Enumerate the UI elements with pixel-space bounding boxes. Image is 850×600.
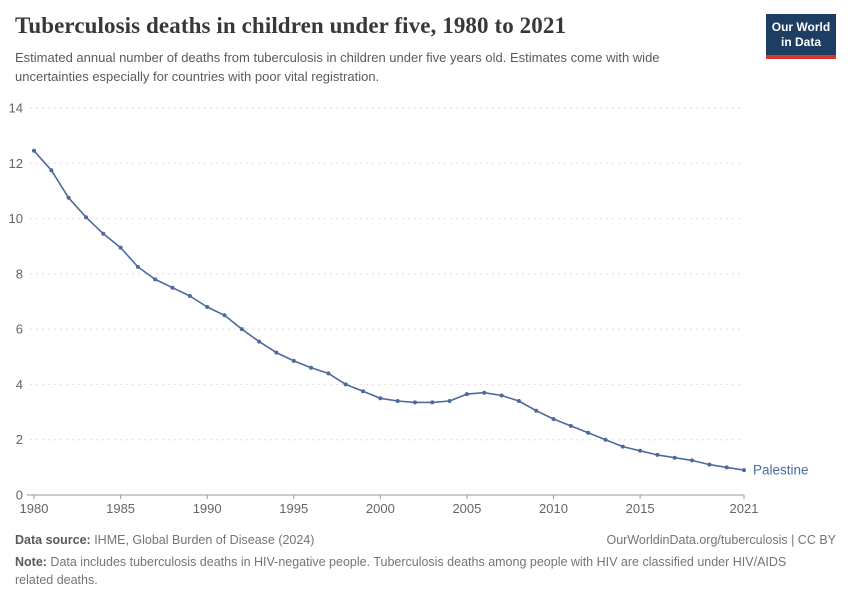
y-tick-label: 10 — [9, 211, 23, 226]
chart-subtitle: Estimated annual number of deaths from t… — [15, 49, 660, 85]
data-point[interactable] — [430, 400, 435, 405]
x-tick-label: 2021 — [730, 501, 759, 516]
data-point[interactable] — [447, 399, 452, 403]
data-point[interactable] — [343, 382, 348, 387]
data-point[interactable] — [482, 390, 487, 395]
data-point[interactable] — [516, 399, 521, 403]
data-point[interactable] — [326, 371, 331, 376]
x-tick-label: 2010 — [539, 501, 568, 516]
y-tick-label: 2 — [16, 432, 23, 447]
owid-logo-line2: in Data — [780, 35, 821, 49]
data-point[interactable] — [257, 339, 262, 344]
y-tick-label: 8 — [16, 266, 23, 281]
x-tick-label: 2005 — [452, 501, 481, 516]
data-point[interactable] — [84, 215, 88, 220]
owid-license-link[interactable]: OurWorldinData.org/tuberculosis | CC BY — [606, 533, 837, 547]
owid-logo-line1: Our World — [771, 20, 831, 34]
data-point[interactable] — [135, 264, 140, 269]
y-tick-label: 6 — [16, 322, 23, 337]
data-point[interactable] — [118, 245, 123, 250]
datasource-value: IHME, Global Burden of Disease (2024) — [90, 533, 315, 547]
x-tick-label: 2015 — [626, 501, 655, 516]
data-point[interactable] — [620, 444, 625, 449]
data-point[interactable] — [638, 448, 643, 453]
data-point[interactable] — [707, 462, 712, 467]
data-point[interactable] — [32, 148, 36, 153]
x-tick-label: 1995 — [279, 501, 308, 516]
chart-header: Tuberculosis deaths in children under fi… — [15, 12, 836, 87]
data-point[interactable] — [395, 399, 400, 403]
data-point[interactable] — [239, 327, 244, 332]
data-point[interactable] — [603, 437, 608, 442]
y-tick-label: 12 — [9, 156, 23, 171]
data-point[interactable] — [586, 430, 591, 435]
x-tick-label: 2000 — [366, 501, 395, 516]
data-point[interactable] — [551, 417, 556, 421]
page-title: Tuberculosis deaths in children under fi… — [15, 13, 567, 38]
y-tick-label: 0 — [16, 488, 23, 503]
data-point[interactable] — [655, 452, 660, 457]
data-point[interactable] — [690, 458, 694, 463]
x-tick-label: 1980 — [20, 501, 49, 516]
series-label-palestine: Palestine — [753, 463, 809, 478]
data-point[interactable] — [187, 294, 192, 298]
data-point[interactable] — [49, 168, 54, 173]
data-point[interactable] — [101, 231, 106, 236]
chart-note: Note: Data includes tuberculosis deaths … — [15, 553, 827, 589]
data-point[interactable] — [534, 408, 539, 413]
series-line — [33, 150, 745, 471]
chart-footer: Data source: IHME, Global Burden of Dise… — [15, 531, 836, 589]
data-point[interactable] — [153, 277, 158, 282]
data-point[interactable] — [291, 358, 296, 363]
data-point[interactable] — [205, 305, 210, 309]
data-point[interactable] — [274, 350, 279, 355]
datasource: Data source: IHME, Global Burden of Dise… — [15, 533, 314, 547]
owid-logo[interactable]: Our World in Data — [766, 14, 836, 59]
y-tick-label: 4 — [16, 377, 23, 392]
data-point[interactable] — [378, 396, 383, 401]
data-point[interactable] — [361, 389, 365, 394]
datasource-label: Data source: — [15, 533, 91, 547]
y-tick-label: 14 — [9, 101, 23, 116]
data-point[interactable] — [170, 285, 175, 290]
x-tick-label: 1985 — [106, 501, 135, 516]
data-point[interactable] — [464, 392, 469, 397]
data-point[interactable] — [222, 313, 227, 318]
data-point[interactable] — [309, 365, 314, 370]
note-value: Data includes tuberculosis deaths in HIV… — [15, 555, 787, 588]
data-point[interactable] — [742, 468, 746, 473]
data-point[interactable] — [413, 400, 417, 405]
data-point[interactable] — [724, 465, 729, 470]
data-point[interactable] — [499, 393, 504, 398]
x-tick-label: 1990 — [193, 501, 222, 516]
data-point[interactable] — [66, 195, 71, 200]
data-point[interactable] — [672, 455, 677, 460]
note-label: Note: — [15, 555, 47, 570]
data-point[interactable] — [568, 423, 573, 428]
datasource-row: Data source: IHME, Global Burden of Dise… — [15, 531, 836, 549]
